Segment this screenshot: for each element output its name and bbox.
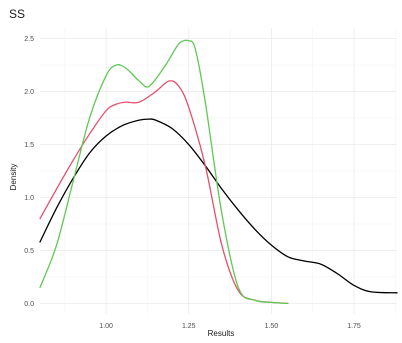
- series-layer: [39, 39, 398, 305]
- x-tick-label: 1.25: [182, 323, 196, 330]
- y-axis-ticks: 0.0 0.5 1.0 1.5 2.0 2.5: [24, 36, 34, 308]
- y-tick-label: 0.5: [24, 248, 34, 255]
- y-tick-label: 1.5: [24, 142, 34, 149]
- density-line-black: [39, 118, 398, 294]
- chart-title: SS: [9, 7, 25, 21]
- y-axis-title: Density: [9, 164, 18, 191]
- x-axis-ticks: 1.00 1.25 1.50 1.75: [99, 323, 361, 330]
- density-line-red: [39, 80, 289, 305]
- x-tick-label: 1.00: [99, 323, 113, 330]
- density-line-green: [39, 39, 289, 305]
- y-tick-label: 2.5: [24, 36, 34, 43]
- grid: [40, 28, 397, 314]
- x-tick-label: 1.75: [347, 323, 361, 330]
- y-tick-label: 0.0: [24, 301, 34, 308]
- x-tick-label: 1.50: [265, 323, 279, 330]
- x-axis-title: Results: [208, 329, 235, 338]
- y-tick-label: 1.0: [24, 195, 34, 202]
- y-tick-label: 2.0: [24, 89, 34, 96]
